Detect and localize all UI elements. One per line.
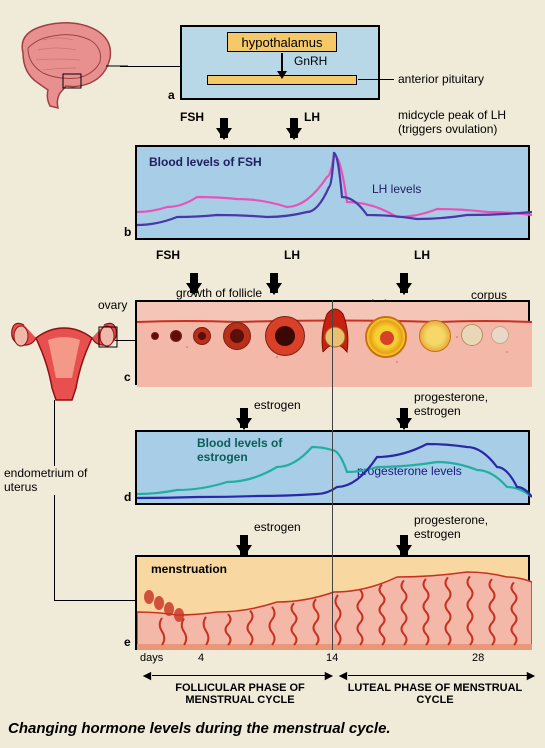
panel-a-hypothalamus: hypothalamus GnRH	[180, 25, 380, 100]
panel-b-fsh-lh: Blood levels of FSH LH levels	[135, 145, 530, 240]
corpus-luteum-2	[419, 320, 451, 352]
follicle-2	[170, 330, 182, 342]
progesterone-levels-label: progesterone levels	[357, 464, 462, 478]
lh-label-b2: LH	[414, 248, 430, 262]
lut-arrow-line	[348, 675, 530, 676]
hypothalamus-box: hypothalamus	[227, 32, 337, 52]
prog-est-arrow-c	[396, 418, 412, 430]
foll-arrow-right: ►	[322, 667, 336, 683]
anterior-pituitary-label: anterior pituitary	[398, 72, 484, 86]
lh-label-b1: LH	[284, 248, 300, 262]
follicle-3	[193, 327, 211, 345]
brain-illustration	[8, 18, 128, 118]
follicular-phase-label: FOLLICULAR PHASE OF MENSTRUAL CYCLE	[150, 682, 330, 706]
days-label: days	[140, 652, 163, 664]
menstruation-label: menstruation	[151, 562, 227, 576]
lh-levels-label: LH levels	[372, 182, 421, 196]
prog-est-label-c: progesterone, estrogen	[414, 390, 524, 418]
panel-d-letter: d	[124, 490, 131, 504]
follicle-4	[223, 322, 251, 350]
follicle-1	[151, 332, 159, 340]
follicle-5	[265, 316, 305, 356]
day-28: 28	[472, 652, 484, 664]
gnrh-arrow	[281, 53, 283, 71]
luteal-phase-label: LUTEAL PHASE OF MENSTRUAL CYCLE	[345, 682, 525, 706]
figure-caption: Changing hormone levels during the menst…	[8, 720, 391, 737]
endo-leader-v	[54, 400, 55, 466]
fsh-arrow-a	[216, 128, 232, 140]
panel-c-letter: c	[124, 370, 131, 384]
panel-b-title: Blood levels of FSH	[149, 155, 262, 169]
panel-d-title: Blood levels of estrogen	[197, 436, 297, 464]
lh-arrow-b1	[266, 283, 282, 295]
day-14: 14	[326, 652, 338, 664]
lh-arrow-b2	[396, 283, 412, 295]
reproductive-illustration	[4, 310, 124, 410]
lh-arrow-a	[286, 128, 302, 140]
lh-label-a: LH	[304, 110, 320, 124]
endometrium-label: endometrium of uterus	[4, 466, 104, 494]
estrogen-label-d: estrogen	[254, 520, 301, 534]
ovulation-burst	[315, 302, 355, 357]
day-4: 4	[198, 652, 204, 664]
corpus-regress-2	[491, 326, 509, 344]
prog-est-label-d: progesterone, estrogen	[414, 513, 524, 541]
fsh-label-b: FSH	[156, 248, 180, 262]
endo-leader-h	[54, 600, 135, 601]
panel-e-letter: e	[124, 635, 131, 649]
ant-pit-leader	[358, 79, 394, 80]
panel-b-letter: b	[124, 225, 131, 239]
estrogen-arrow-c	[236, 418, 252, 430]
midcycle-label: midcycle peak of LH (triggers ovulation)	[398, 108, 528, 136]
brain-leader-line	[120, 66, 180, 67]
corpus-regress-1	[461, 324, 483, 346]
growth-follicle-label: growth of follicle	[176, 286, 262, 300]
ovary-leader	[115, 340, 135, 341]
corpus-luteum-1	[365, 316, 407, 358]
estrogen-label-c: estrogen	[254, 398, 301, 412]
panel-a-letter: a	[168, 88, 175, 102]
lut-arrow-right: ►	[524, 667, 538, 683]
endo-leader-v2	[54, 495, 55, 600]
foll-arrow-line	[152, 675, 328, 676]
midcycle-line	[332, 300, 333, 650]
fsh-label-a: FSH	[180, 110, 204, 124]
gnrh-label: GnRH	[294, 54, 327, 68]
